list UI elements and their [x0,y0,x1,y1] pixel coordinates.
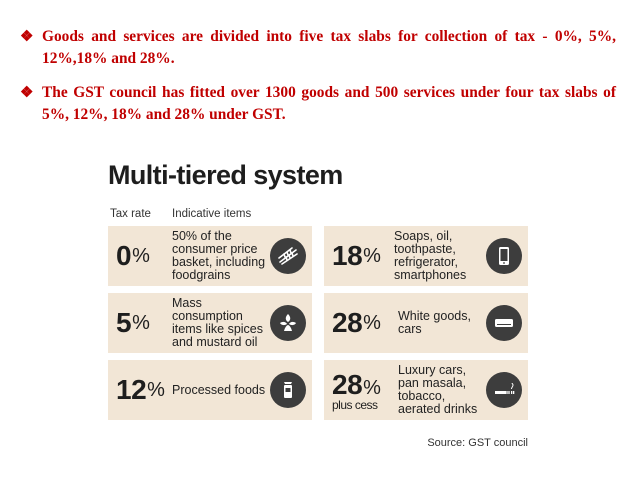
source-note: Source: GST council [427,437,528,449]
tax-rate-value: 0% [116,226,150,286]
infographic-title: Multi-tiered system [108,160,343,190]
packaged-food-icon [270,372,306,408]
rate-number: 18 [332,240,363,271]
percent-sign: % [132,311,150,334]
percent-sign: % [363,311,381,334]
bullet-list: ❖ Goods and services are divided into fi… [20,26,616,138]
smartphone-icon [486,238,522,274]
rate-number: 28 [332,307,363,338]
slab-items: Luxury cars, pan masala, tobacco, aerate… [398,363,478,416]
bullet-text: The GST council has fitted over 1300 goo… [42,84,616,123]
slab-items: Mass consumption items like spices and m… [172,296,263,349]
slab-items: Processed foods [172,382,266,397]
percent-sign: % [147,378,165,401]
tax-slab-card-28: 28% White goods, cars [324,293,528,353]
diamond-bullet-icon: ❖ [20,29,34,45]
tax-rate-value: 18% [332,226,381,286]
slab-items: White goods, cars [398,309,471,336]
percent-sign: % [363,376,381,399]
spices-icon [270,305,306,341]
tax-slab-infographic: Multi-tiered system Tax rate Indicative … [108,160,528,460]
rate-number: 12 [116,374,147,405]
rate-number: 28 [332,368,363,400]
air-conditioner-icon [486,305,522,341]
bullet-item: ❖ Goods and services are divided into fi… [20,26,616,70]
slab-items: Soaps, oil, toothpaste, refrigerator, sm… [394,229,467,282]
slab-items: 50% of the consumer price basket, includ… [172,229,266,282]
tax-rate-value: 28% [332,293,381,353]
tax-slab-card-28-cess: 28% plus cess Luxury cars, pan masala, t… [324,360,528,420]
cigarette-icon [486,372,522,408]
indicative-items-header: Indicative items [172,208,252,220]
tax-rate-value: 28% plus cess [332,360,381,420]
bullet-text: Goods and services are divided into five… [42,28,616,67]
rate-line: 28% [332,368,381,401]
percent-sign: % [363,244,381,267]
bullet-item: ❖ The GST council has fitted over 1300 g… [20,82,616,126]
tax-slab-card-0: 0% 50% of the consumer price basket, inc… [108,226,312,286]
wheat-icon [270,238,306,274]
tax-slab-card-18: 18% Soaps, oil, toothpaste, refrigerator… [324,226,528,286]
rate-number: 5 [116,307,132,338]
rate-number: 0 [116,240,132,271]
tax-rate-header: Tax rate [110,208,151,220]
tax-slab-card-12: 12% Processed foods [108,360,312,420]
tax-rate-value: 12% [116,360,165,420]
percent-sign: % [132,244,150,267]
tax-slab-card-5: 5% Mass consumption items like spices an… [108,293,312,353]
cess-note: plus cess [332,397,378,412]
tax-rate-value: 5% [116,293,150,353]
diamond-bullet-icon: ❖ [20,85,34,101]
